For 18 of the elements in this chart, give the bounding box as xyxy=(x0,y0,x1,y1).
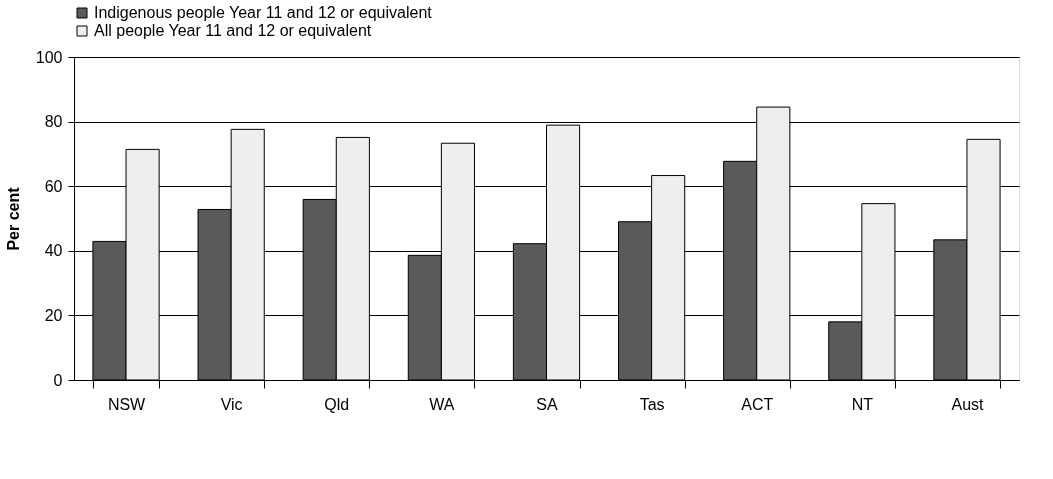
legend-label: Indigenous people Year 11 and 12 or equivalent xyxy=(94,4,433,21)
y-axis-title: Per cent xyxy=(4,186,22,251)
y-tick-label: 100 xyxy=(35,48,63,66)
y-tick-label: 60 xyxy=(44,177,63,195)
y-tick-label: 0 xyxy=(53,371,63,389)
y-tick-label: 20 xyxy=(44,306,63,324)
legend-label: All people Year 11 and 12 or equivalent xyxy=(94,22,372,39)
y-tick-label: 40 xyxy=(44,242,63,260)
x-tick-label: Qld xyxy=(324,395,350,413)
x-tick-label: Tas xyxy=(639,395,665,413)
x-tick-label: ACT xyxy=(741,395,774,413)
y-tick-label: 80 xyxy=(44,113,63,131)
x-tick-label: NSW xyxy=(107,395,147,413)
x-tick-label: Aust xyxy=(951,395,985,413)
x-tick-label: Vic xyxy=(220,395,243,413)
x-tick-label: SA xyxy=(536,395,558,413)
x-tick-label: NT xyxy=(851,395,874,413)
x-tick-label: WA xyxy=(429,395,455,413)
